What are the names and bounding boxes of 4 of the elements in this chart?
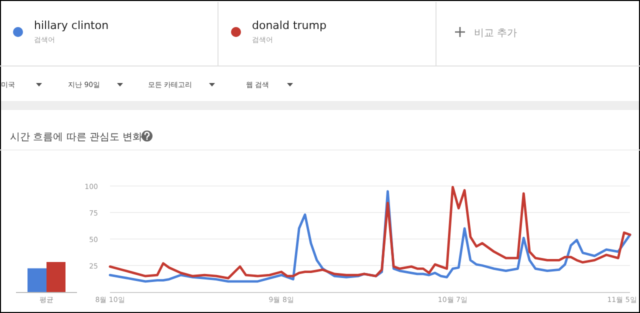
legend-label: hillary clinton <box>34 19 109 32</box>
chart-title: 시간 흐름에 따른 관심도 변화 <box>10 132 143 143</box>
legend-label: donald trump <box>252 19 326 32</box>
text: 비교 추가 <box>474 28 518 39</box>
